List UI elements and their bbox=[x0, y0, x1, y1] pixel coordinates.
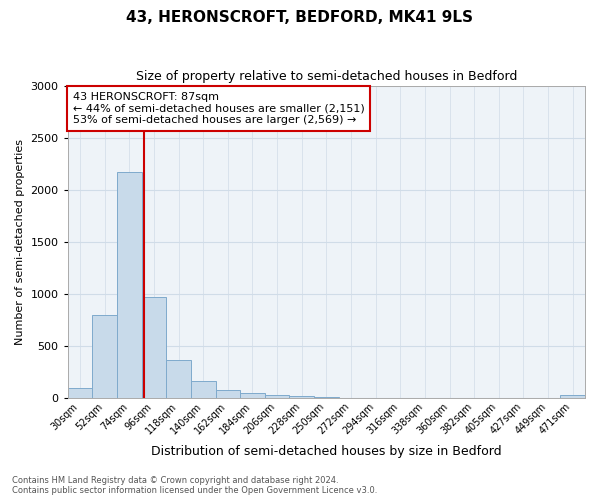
Bar bbox=[560, 396, 585, 398]
Bar bbox=[68, 388, 92, 398]
Bar bbox=[92, 315, 117, 398]
Bar bbox=[117, 172, 142, 398]
Bar bbox=[142, 297, 166, 398]
Text: 43, HERONSCROFT, BEDFORD, MK41 9LS: 43, HERONSCROFT, BEDFORD, MK41 9LS bbox=[127, 10, 473, 25]
Bar bbox=[191, 381, 215, 398]
X-axis label: Distribution of semi-detached houses by size in Bedford: Distribution of semi-detached houses by … bbox=[151, 444, 502, 458]
Text: Contains HM Land Registry data © Crown copyright and database right 2024.
Contai: Contains HM Land Registry data © Crown c… bbox=[12, 476, 377, 495]
Y-axis label: Number of semi-detached properties: Number of semi-detached properties bbox=[15, 139, 25, 345]
Title: Size of property relative to semi-detached houses in Bedford: Size of property relative to semi-detach… bbox=[136, 70, 517, 83]
Bar bbox=[215, 390, 240, 398]
Bar bbox=[166, 360, 191, 399]
Bar bbox=[240, 393, 265, 398]
Text: 43 HERONSCROFT: 87sqm
← 44% of semi-detached houses are smaller (2,151)
53% of s: 43 HERONSCROFT: 87sqm ← 44% of semi-deta… bbox=[73, 92, 365, 125]
Bar bbox=[289, 396, 314, 398]
Bar bbox=[265, 394, 289, 398]
